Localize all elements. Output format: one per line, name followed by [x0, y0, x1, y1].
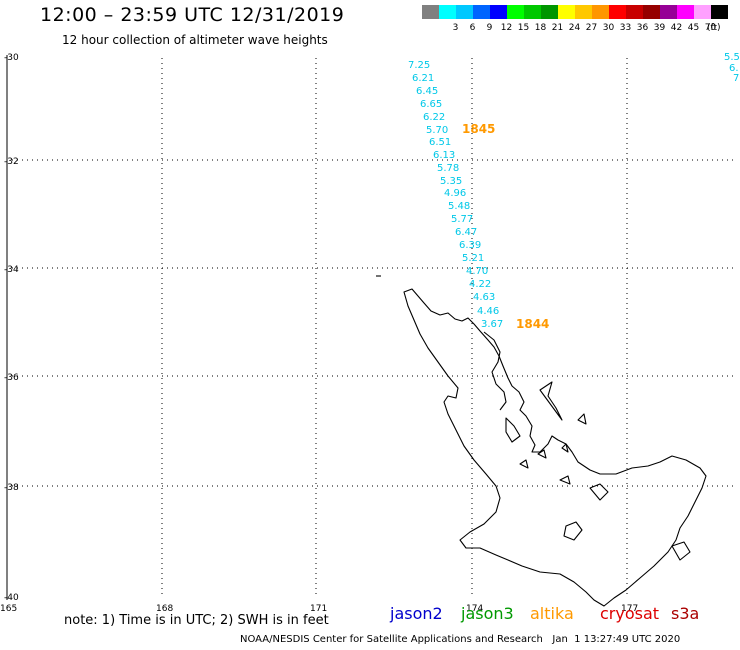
island-outline	[577, 413, 587, 425]
lon-label: 177	[621, 604, 638, 614]
swh-value: 6.47	[455, 227, 477, 238]
legend-swatch	[507, 5, 524, 19]
satellite-track-values: 7.25 6.21 6.45 6.65 6.22 5.70 6.51 6.13 …	[408, 52, 740, 331]
swh-value: 6.22	[423, 112, 445, 123]
edge-swh-value: 6.	[729, 63, 739, 74]
swh-value: 4.63	[473, 292, 495, 303]
legend-swatch	[490, 5, 507, 19]
legend-swatch	[711, 5, 728, 19]
satellite-s3a: s3a	[671, 604, 700, 623]
map-subtitle: 12 hour collection of altimeter wave hei…	[62, 33, 328, 47]
island-outline	[563, 521, 583, 541]
lat-label: -38	[4, 483, 19, 493]
island-outline	[537, 449, 547, 459]
pass-time-label: 1844	[516, 317, 549, 331]
swh-value: 6.39	[459, 240, 481, 251]
legend-label: 9	[486, 23, 493, 33]
units-note: note: 1) Time is in UTC; 2) SWH is in fe…	[64, 613, 329, 628]
legend-label: 21	[551, 23, 564, 33]
legend-label: 27	[585, 23, 598, 33]
swh-value: 6.51	[429, 137, 451, 148]
swh-value: 6.45	[416, 86, 438, 97]
legend-label: 45	[687, 23, 700, 33]
legend-swatch	[609, 5, 626, 19]
east-cape-inlet	[483, 331, 507, 411]
legend-swatch	[575, 5, 592, 19]
lon-label: 165	[0, 604, 17, 614]
island-outline	[519, 459, 529, 469]
legend-label: 39	[653, 23, 666, 33]
legend-swatch	[524, 5, 541, 19]
legend-swatch	[694, 5, 711, 19]
legend-label: 3	[452, 23, 459, 33]
legend-swatch	[422, 5, 439, 19]
lon-label: 171	[310, 604, 327, 614]
legend-swatch	[677, 5, 694, 19]
legend-unit: (ft)	[707, 23, 721, 33]
legend-label: 42	[670, 23, 683, 33]
swh-value: 5.70	[426, 125, 448, 136]
legend-swatch	[626, 5, 643, 19]
swh-value: 5.35	[440, 176, 462, 187]
lon-label: 168	[156, 604, 173, 614]
legend-swatch	[592, 5, 609, 19]
legend-label: 24	[568, 23, 581, 33]
lat-label: -32	[4, 157, 19, 167]
edge-swh-value: 7	[733, 73, 739, 84]
map-title: 12:00 – 23:59 UTC 12/31/2019	[40, 4, 345, 26]
north-island-coastline	[403, 288, 707, 607]
legend-swatch	[558, 5, 575, 19]
lon-label: 174	[466, 604, 483, 614]
swh-value: 7.25	[408, 60, 430, 71]
swh-value: 3.67	[481, 319, 503, 330]
legend-swatch	[473, 5, 490, 19]
legend-label: 70	[704, 23, 717, 33]
lat-label: -40	[4, 593, 19, 603]
legend-swatch	[660, 5, 677, 19]
swh-value: 4.96	[444, 188, 466, 199]
island-outline	[671, 541, 691, 561]
pass-time-label: 1845	[462, 122, 495, 136]
lat-label: -30	[4, 53, 19, 63]
swh-value: 5.21	[462, 253, 484, 264]
satellite-jason2: jason2	[390, 604, 443, 623]
lat-label: -36	[4, 373, 19, 383]
harbour-outline	[505, 417, 521, 443]
swh-value: 5.48	[448, 201, 470, 212]
swh-value: 6.13	[433, 150, 455, 161]
legend-swatch	[541, 5, 558, 19]
swh-value: 4.70	[466, 266, 488, 277]
lat-label: -34	[4, 265, 19, 275]
island-outline	[589, 483, 609, 501]
legend-label: 18	[534, 23, 547, 33]
swh-value: 6.21	[412, 73, 434, 84]
edge-swh-value: 5.5	[724, 52, 740, 63]
legend-label: 12	[500, 23, 513, 33]
satellite-altika: altika	[530, 604, 574, 623]
legend-label: 15	[517, 23, 530, 33]
legend-swatch	[456, 5, 473, 19]
island-outline	[561, 443, 569, 453]
bay-outline	[539, 381, 563, 421]
legend-label: 33	[619, 23, 632, 33]
graticule	[12, 58, 735, 598]
island-outline	[559, 475, 571, 485]
legend-label: 6	[469, 23, 476, 33]
legend-label: 30	[602, 23, 615, 33]
swh-value: 4.22	[469, 279, 491, 290]
source-footer: NOAA/NESDIS Center for Satellite Applica…	[240, 634, 681, 645]
legend-label: 36	[636, 23, 649, 33]
swh-value: 5.77	[451, 214, 473, 225]
legend-swatch	[643, 5, 660, 19]
swh-value: 5.78	[437, 163, 459, 174]
legend-swatch	[439, 5, 456, 19]
satellite-jason3: jason3	[461, 604, 514, 623]
coastline-shape	[376, 275, 707, 607]
swh-value: 6.65	[420, 99, 442, 110]
satellite-cryosat: cryosat	[600, 604, 660, 623]
swh-value: 4.46	[477, 306, 499, 317]
